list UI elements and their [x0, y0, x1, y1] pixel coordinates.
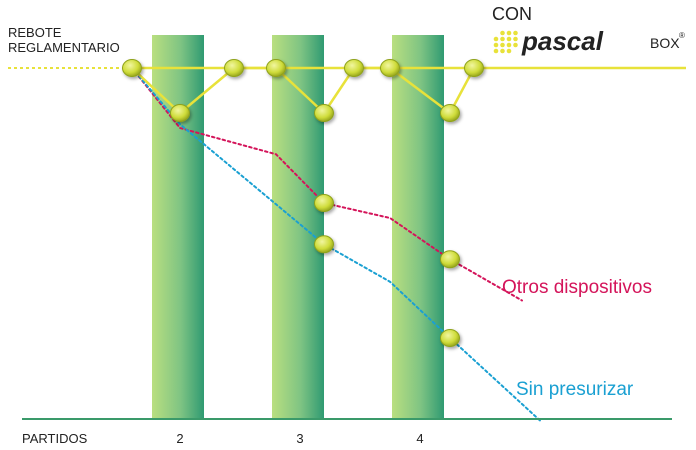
brand-dot: [500, 48, 505, 54]
ball-marker-3: [266, 59, 286, 77]
brand-dot: [500, 30, 505, 36]
x-tick-label-3: 3: [296, 431, 303, 446]
brand-dot: [506, 48, 512, 54]
brand-dot: [493, 36, 499, 42]
ball-marker-7: [440, 104, 460, 122]
brand-suffix: BOX: [650, 35, 680, 51]
brand-dot: [493, 42, 499, 48]
ball-marker-2: [224, 59, 244, 77]
brand-dot: [506, 36, 512, 42]
brand-dot: [493, 48, 499, 54]
ball-marker-11: [440, 250, 460, 269]
brand-dot: [513, 36, 518, 42]
ball-marker-4: [314, 104, 334, 122]
brand-dot: [513, 42, 518, 48]
x-tick-label-4: 4: [416, 431, 423, 446]
ball-marker-9: [314, 194, 334, 212]
legend-label-otros: Otros dispositivos: [502, 277, 652, 298]
y-axis-label-line2: REGLAMENTARIO: [8, 40, 120, 55]
brand-logo: CON pascal BOX ®: [492, 4, 685, 56]
ball-marker-0: [122, 59, 142, 77]
brand-name: pascal: [521, 26, 604, 56]
ball-markers: [122, 59, 484, 347]
ball-marker-12: [440, 329, 460, 347]
brand-dot: [506, 30, 512, 36]
band-4: [392, 35, 444, 419]
brand-registered-mark: ®: [679, 31, 685, 40]
band-3: [272, 35, 324, 419]
brand-dot: [506, 42, 512, 48]
brand-prefix: CON: [492, 4, 532, 24]
ball-marker-6: [380, 59, 400, 77]
x-axis-label: PARTIDOS: [22, 431, 88, 446]
x-tick-label-2: 2: [176, 431, 183, 446]
ball-marker-8: [464, 59, 484, 77]
ball-marker-1: [170, 104, 190, 122]
brand-dot: [500, 36, 505, 42]
ball-marker-5: [344, 59, 364, 77]
category-bands: [152, 35, 444, 419]
ball-marker-10: [314, 235, 334, 254]
brand-dot: [513, 30, 518, 36]
legend-label-sin: Sin presurizar: [516, 379, 634, 400]
y-axis-label-line1: REBOTE: [8, 25, 62, 40]
x-tick-labels: 2 3 4: [176, 431, 423, 446]
brand-dot: [500, 42, 505, 48]
brand-dots-icon: [493, 30, 518, 54]
